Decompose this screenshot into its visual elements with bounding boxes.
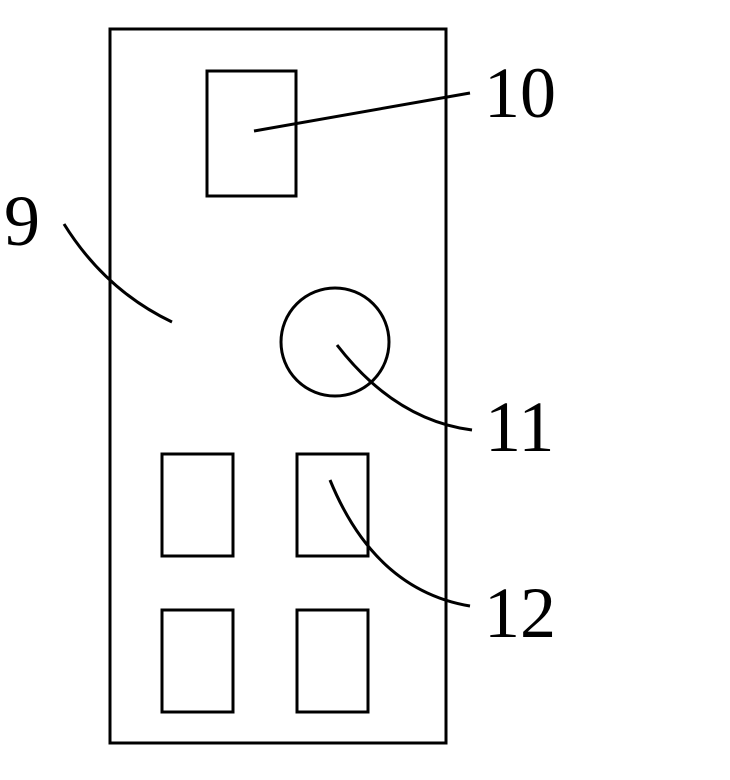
callout-10-label: 10 [484,53,556,133]
callout-12-label: 12 [484,573,556,653]
callout-9-label: 9 [4,181,40,261]
callout-11-label: 11 [485,387,554,467]
